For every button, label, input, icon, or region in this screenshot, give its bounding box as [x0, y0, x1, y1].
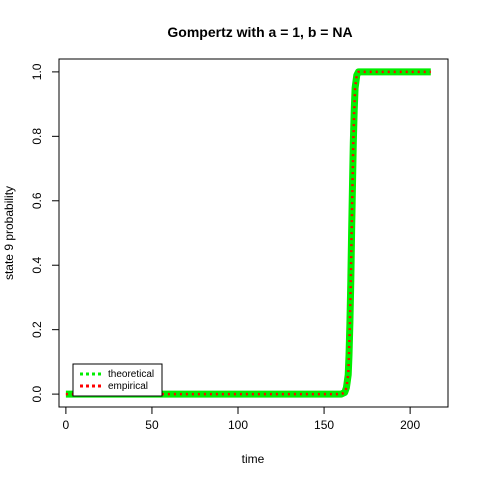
x-tick-label: 0	[63, 418, 70, 432]
series-line-theoretical	[65, 68, 431, 398]
legend-box	[72, 363, 163, 397]
y-tick-label: 0.0	[30, 385, 44, 402]
legend-label-empirical: empirical	[108, 381, 148, 392]
y-tick-label: 0.4	[30, 257, 44, 274]
y-tick-label: 0.2	[30, 321, 44, 338]
x-axis: 0 50 100 150 200	[63, 407, 420, 432]
x-tick-label: 150	[314, 418, 334, 432]
y-tick-label: 0.6	[30, 192, 44, 209]
y-axis-label: state 9 probability	[2, 186, 16, 280]
series-line-empirical	[65, 70, 431, 396]
x-tick-label: 50	[145, 418, 159, 432]
x-tick-label: 100	[228, 418, 248, 432]
legend-label-theoretical: theoretical	[108, 369, 154, 380]
legend: theoretical empirical	[72, 363, 163, 397]
y-tick-label: 0.8	[30, 128, 44, 145]
y-tick-label: 1.0	[30, 63, 44, 80]
x-axis-label: time	[242, 452, 265, 466]
plot-frame	[58, 58, 449, 408]
series-layer	[65, 68, 431, 398]
chart-title: Gompertz with a = 1, b = NA	[167, 24, 352, 40]
x-tick-label: 200	[400, 418, 420, 432]
y-axis: 0.0 0.2 0.4 0.6 0.8 1.0	[30, 63, 59, 402]
